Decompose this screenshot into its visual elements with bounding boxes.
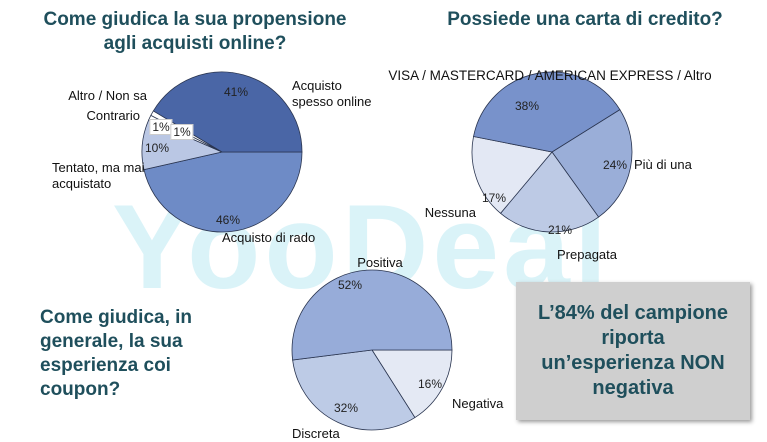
category-label: Nessuna [424,205,476,220]
category-label: Contrario [86,108,140,123]
category-label: Acquisto spesso online [292,78,372,109]
value-label: 16% [417,377,443,391]
category-label: Altro / Non sa [68,88,147,103]
pie-slice [371,349,453,419]
category-label: Discreta [292,426,340,441]
pie-slice [551,109,633,218]
chart-title: Possiede una carta di credito? [447,9,723,30]
chart-subtitle: VISA / MASTERCARD / AMERICAN EXPRESS / A… [388,68,712,83]
category-label: Acquisto di rado [222,230,316,245]
pie-slice [500,151,600,233]
callout-box: L’84% del campione riporta un’esperienza… [516,282,750,420]
pie-slice [471,135,553,214]
pie-slice [292,349,416,431]
category-label: Più di una [634,157,692,172]
value-label: 1% [170,124,194,140]
pie-slice [143,151,303,233]
value-label: 38% [514,99,540,113]
chart-title: Come giudica, in generale, la sua esperi… [40,307,193,400]
category-label: Negativa [452,396,504,411]
value-label: 41% [223,85,249,99]
category-label: Prepagata [557,247,617,262]
callout-text: L’84% del campione riporta un’esperienza… [537,302,729,399]
category-label: Positiva [357,255,403,270]
pie-slice [291,269,453,361]
value-label: 21% [547,223,573,237]
value-label: 1% [149,119,173,135]
value-label: 32% [333,401,359,415]
category-label: Tentato, ma mai acquistato [52,160,145,191]
pie-slice [473,71,621,153]
value-label: 17% [481,191,507,205]
chart-title: Come giudica la sua propensione agli acq… [43,9,347,54]
value-label: 52% [337,278,363,292]
value-label: 10% [144,141,170,155]
value-label: 24% [602,158,628,172]
value-label: 46% [215,213,241,227]
